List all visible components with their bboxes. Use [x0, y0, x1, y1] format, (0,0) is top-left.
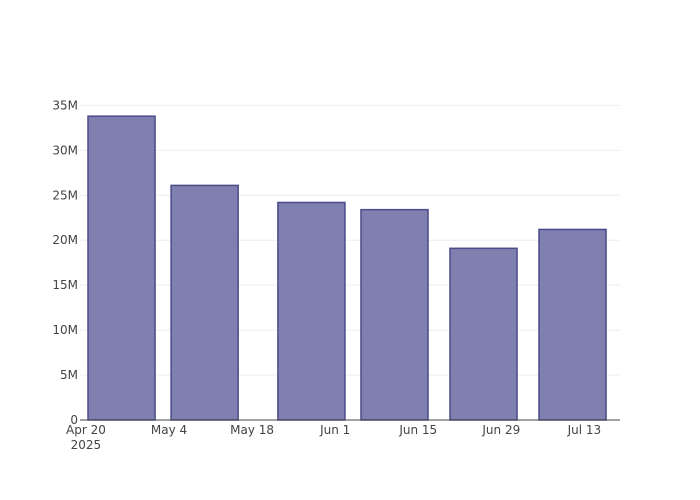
y-tick-label: 0 [70, 413, 78, 427]
bar [538, 228, 607, 421]
y-tick-label: 30M [52, 143, 78, 157]
bar [87, 115, 156, 421]
x-tick-label: Jul 13 [567, 423, 602, 437]
bar [170, 184, 239, 421]
bar [277, 201, 346, 421]
y-tick-label: 35M [52, 98, 78, 112]
x-tick-label: May 4 [151, 423, 187, 437]
x-tick-label: Jun 29 [481, 423, 520, 437]
x-tick-label: Jun 1 [319, 423, 350, 437]
x-tick-label: Apr 20 2025 [66, 423, 106, 452]
y-tick-label: 15M [52, 278, 78, 292]
x-tick-label: Jun 15 [398, 423, 437, 437]
x-tick-label: May 18 [230, 423, 274, 437]
y-tick-label: 25M [52, 188, 78, 202]
y-tick-label: 5M [60, 368, 78, 382]
bar [449, 247, 518, 421]
y-tick-label: 20M [52, 233, 78, 247]
bar [360, 208, 429, 421]
y-tick-label: 10M [52, 323, 78, 337]
